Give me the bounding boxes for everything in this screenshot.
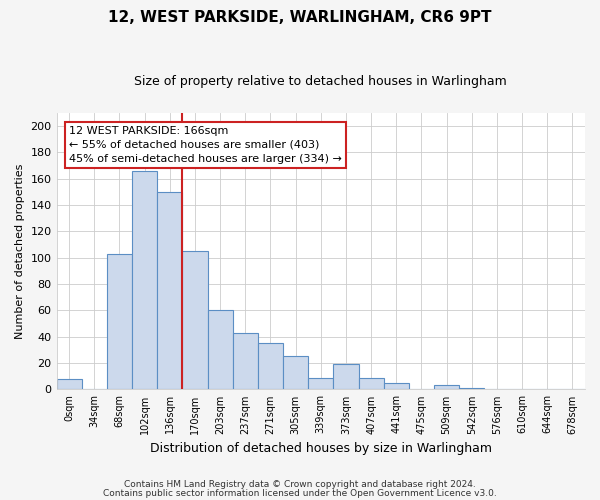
Bar bbox=[459, 388, 484, 390]
Text: 12 WEST PARKSIDE: 166sqm
← 55% of detached houses are smaller (403)
45% of semi-: 12 WEST PARKSIDE: 166sqm ← 55% of detach… bbox=[69, 126, 342, 164]
Bar bbox=[107, 254, 132, 390]
Bar bbox=[233, 333, 258, 390]
Bar bbox=[383, 383, 409, 390]
Bar bbox=[283, 356, 308, 390]
Text: Contains public sector information licensed under the Open Government Licence v3: Contains public sector information licen… bbox=[103, 490, 497, 498]
Bar bbox=[334, 364, 359, 390]
Bar bbox=[56, 379, 82, 390]
X-axis label: Distribution of detached houses by size in Warlingham: Distribution of detached houses by size … bbox=[150, 442, 492, 455]
Text: Contains HM Land Registry data © Crown copyright and database right 2024.: Contains HM Land Registry data © Crown c… bbox=[124, 480, 476, 489]
Bar bbox=[359, 378, 383, 390]
Bar bbox=[208, 310, 233, 390]
Y-axis label: Number of detached properties: Number of detached properties bbox=[15, 164, 25, 339]
Bar bbox=[132, 170, 157, 390]
Bar bbox=[182, 251, 208, 390]
Title: Size of property relative to detached houses in Warlingham: Size of property relative to detached ho… bbox=[134, 75, 507, 88]
Bar bbox=[258, 344, 283, 390]
Bar bbox=[434, 386, 459, 390]
Text: 12, WEST PARKSIDE, WARLINGHAM, CR6 9PT: 12, WEST PARKSIDE, WARLINGHAM, CR6 9PT bbox=[108, 10, 492, 25]
Bar bbox=[157, 192, 182, 390]
Bar bbox=[308, 378, 334, 390]
